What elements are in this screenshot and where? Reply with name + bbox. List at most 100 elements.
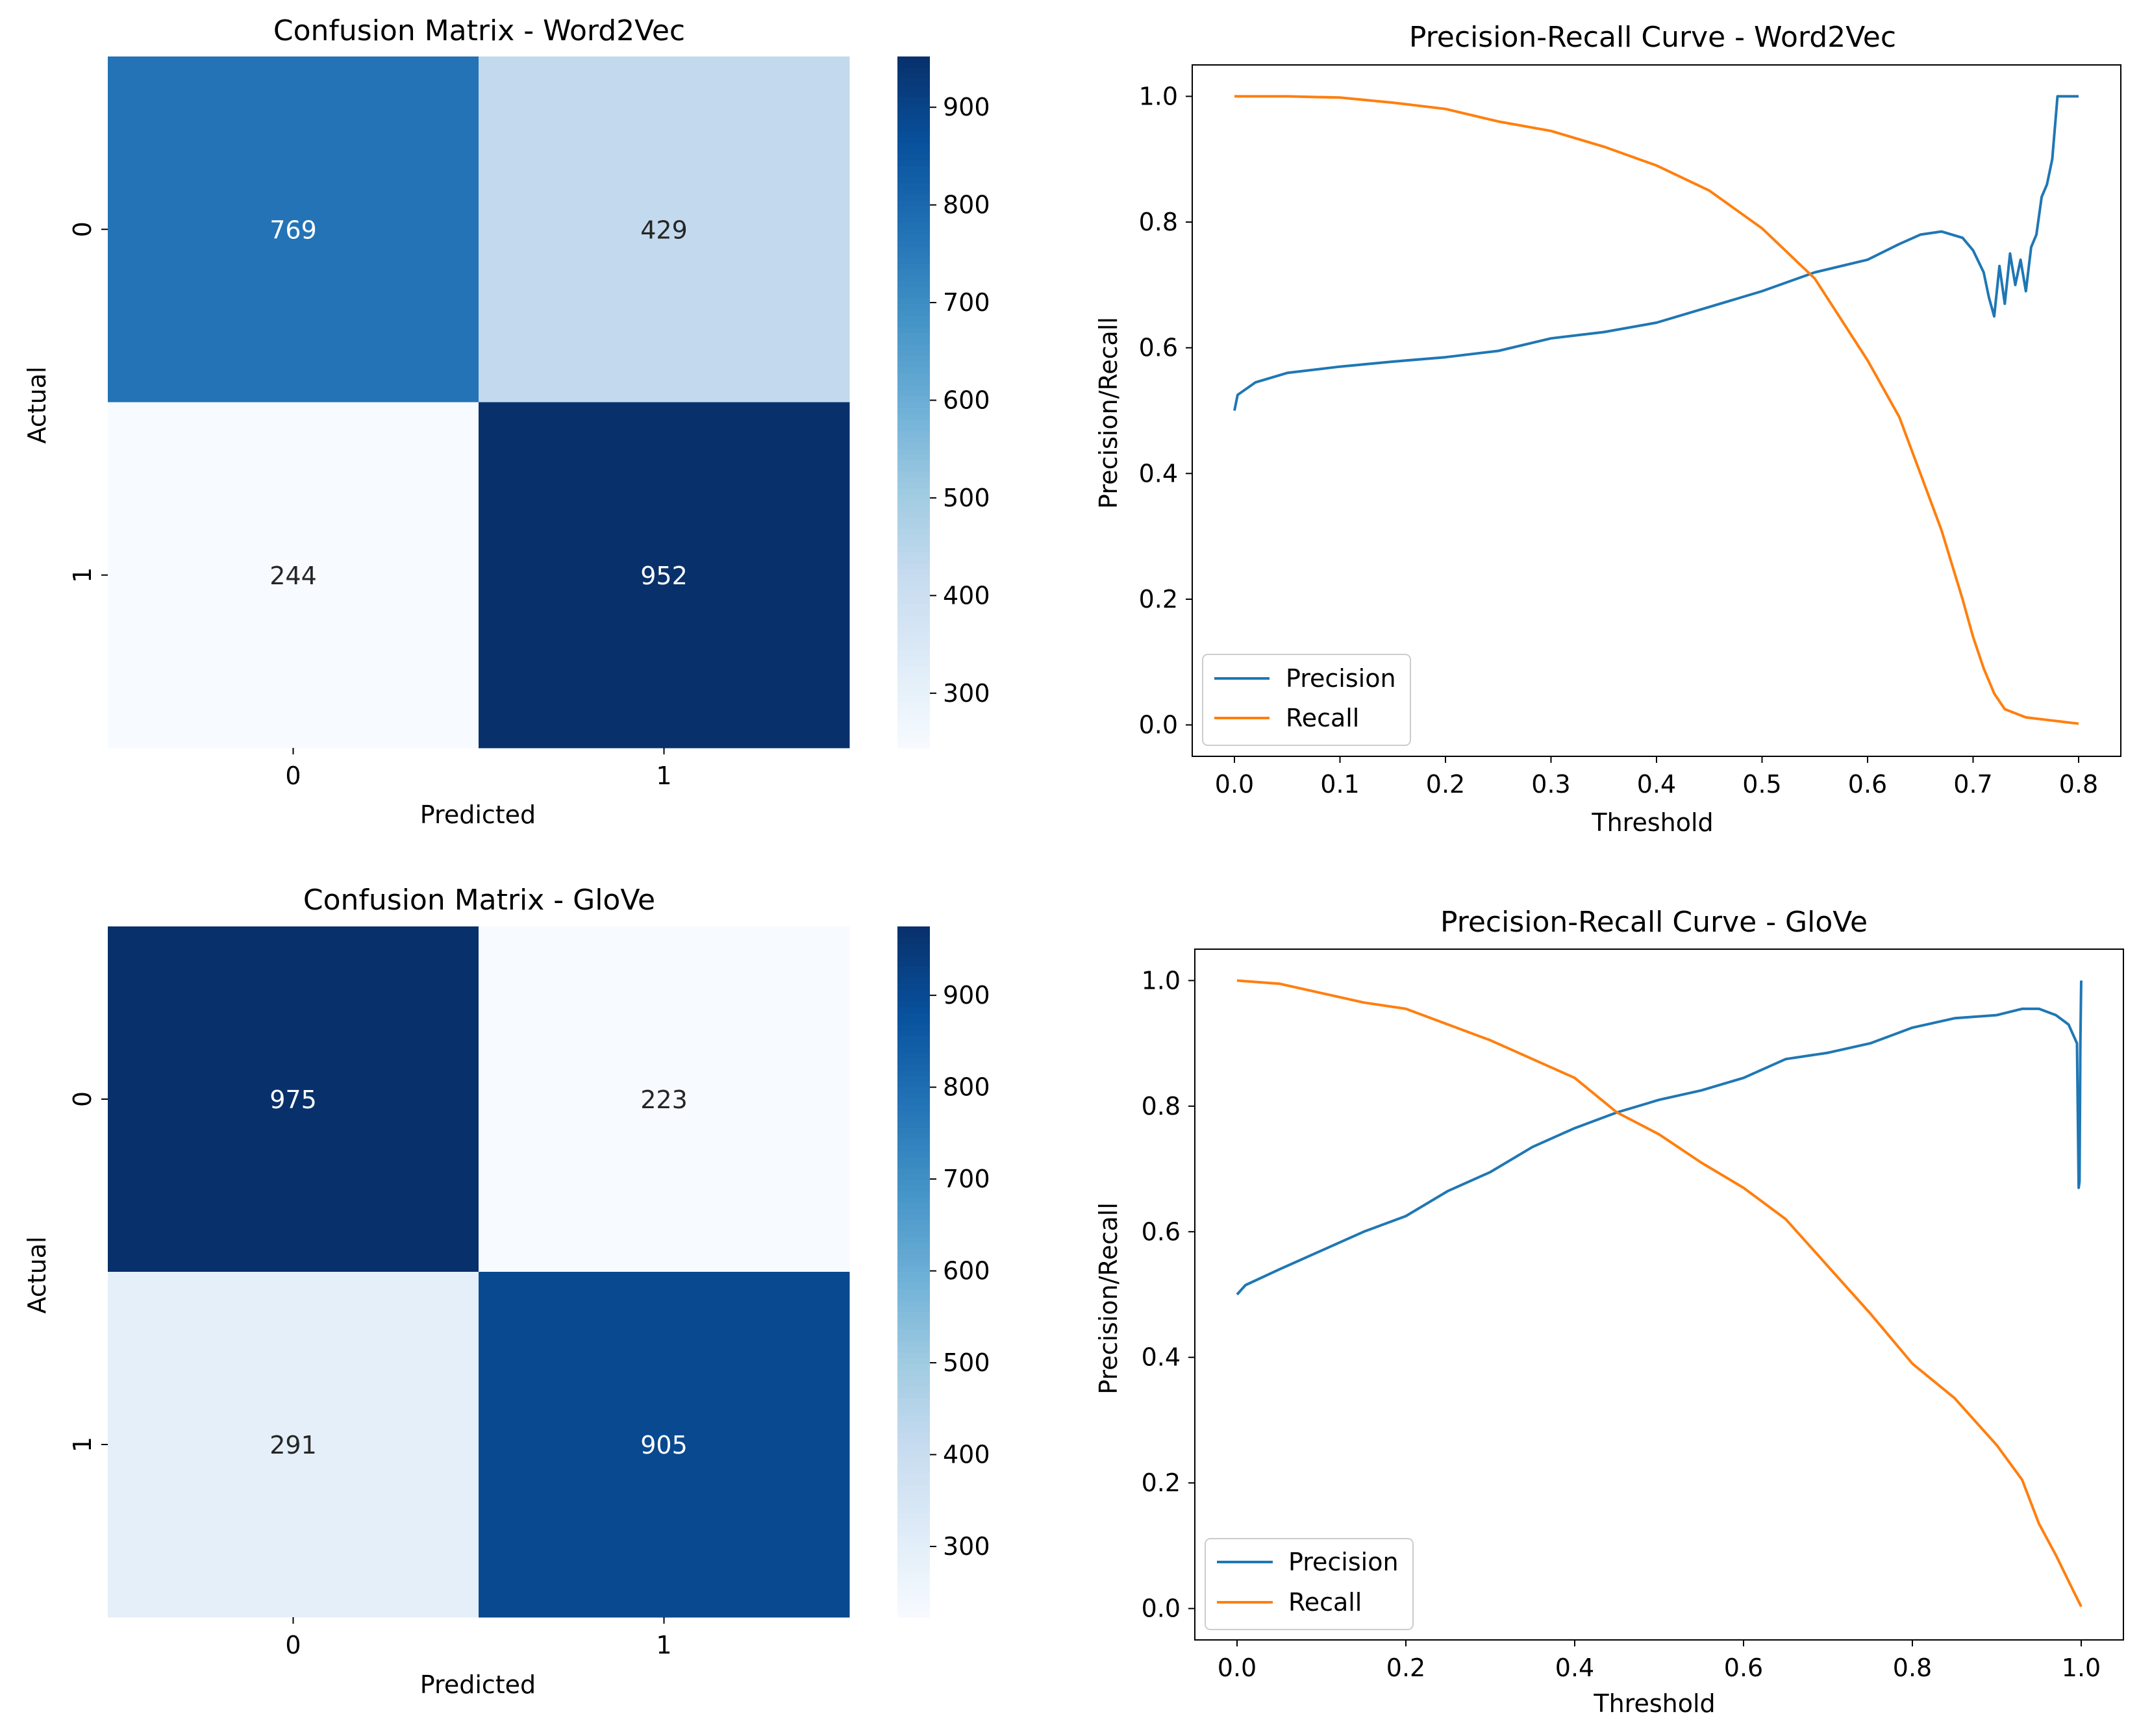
colorbar-segment: [897, 1041, 930, 1048]
colorbar-segment: [897, 1427, 930, 1433]
heatmap-cell: [108, 926, 479, 1272]
colorbar-segment: [897, 673, 930, 680]
colorbar-segment: [897, 730, 930, 737]
colorbar-segment: [897, 252, 930, 259]
colorbar-segment: [897, 926, 930, 933]
chart-title: Precision-Recall Curve - GloVe: [1440, 906, 1868, 939]
colorbar-segment: [897, 1611, 930, 1618]
colorbar-segment: [897, 1145, 930, 1152]
colorbar-segment: [897, 569, 930, 576]
colorbar-segment: [897, 454, 930, 460]
cell-value: 952: [640, 562, 688, 590]
y-axis-label: Precision/Recall: [1094, 317, 1123, 509]
y-tick-label: 0: [68, 1091, 97, 1107]
x-tick-label: 0.6: [1848, 770, 1887, 799]
colorbar-segment: [897, 56, 930, 63]
colorbar-segment: [897, 1317, 930, 1324]
colorbar-segment: [897, 1594, 930, 1600]
colorbar-segment: [897, 149, 930, 155]
colorbar-segment: [897, 1122, 930, 1128]
colorbar-segment: [897, 1375, 930, 1382]
x-tick-label: 0.8: [2059, 770, 2098, 799]
y-tick-label: 1: [68, 567, 97, 583]
colorbar-segment: [897, 650, 930, 656]
colorbar-segment: [897, 1128, 930, 1134]
colorbar-segment: [897, 736, 930, 743]
colorbar-segment: [897, 73, 930, 81]
x-axis-label: Threshold: [1591, 808, 1713, 837]
colorbar-segment: [897, 1421, 930, 1428]
heatmap-cell: [479, 1272, 850, 1618]
colorbar-segment: [897, 967, 930, 973]
colorbar-segment: [897, 932, 930, 939]
x-tick-label: 1: [656, 762, 671, 790]
colorbar-segment: [897, 644, 930, 651]
colorbar-segment: [897, 419, 930, 426]
y-tick-label: 0.8: [1142, 1092, 1181, 1121]
x-tick-label: 1: [656, 1631, 671, 1659]
colorbar-segment: [897, 68, 930, 75]
colorbar-segment: [897, 448, 930, 454]
colorbar-segment: [897, 1180, 930, 1186]
colorbar-segment: [897, 615, 930, 622]
colorbar-segment: [897, 1548, 930, 1555]
y-tick-label: 1.0: [1139, 82, 1178, 110]
colorbar-segment: [897, 269, 930, 276]
colorbar-segment: [897, 1341, 930, 1347]
colorbar-segment: [897, 1191, 930, 1198]
colorbar-segment: [897, 1363, 930, 1370]
colorbar-segment: [897, 166, 930, 173]
colorbar-segment: [897, 108, 930, 115]
x-tick-label: 0.6: [1724, 1654, 1763, 1682]
colorbar-tick-label: 800: [943, 1073, 990, 1102]
colorbar-segment: [897, 1202, 930, 1209]
legend-recall-label: Recall: [1286, 704, 1359, 732]
colorbar-segment: [897, 1139, 930, 1146]
y-axis-label: Precision/Recall: [1094, 1202, 1123, 1395]
heatmap-cell: [479, 926, 850, 1272]
heatmap-cell: [479, 56, 850, 403]
confusion-matrix-word2vec: Confusion Matrix - Word2Vec 769 429 244 952…: [23, 14, 990, 829]
cell-value: 975: [269, 1085, 317, 1114]
colorbar-segment: [897, 119, 930, 127]
chart-title: Confusion Matrix - Word2Vec: [273, 14, 685, 47]
colorbar-segment: [897, 1531, 930, 1537]
x-tick-label: 0: [285, 762, 301, 790]
colorbar-segment: [897, 632, 930, 639]
colorbar-segment: [897, 1513, 930, 1520]
colorbar-segment: [897, 1306, 930, 1313]
colorbar-segment: [897, 1312, 930, 1319]
colorbar-segment: [897, 1295, 930, 1301]
colorbar-segment: [897, 667, 930, 674]
colorbar-segment: [897, 690, 930, 697]
cell-value: 291: [269, 1431, 317, 1459]
colorbar-segment: [897, 1168, 930, 1174]
chart-title: Precision-Recall Curve - Word2Vec: [1409, 21, 1896, 54]
colorbar-segment: [897, 62, 930, 69]
colorbar-segment: [897, 1565, 930, 1572]
colorbar-segment: [897, 425, 930, 432]
heatmap-cell: [108, 1272, 479, 1618]
colorbar-segment: [897, 1214, 930, 1221]
x-tick-label: 0.0: [1215, 770, 1254, 799]
colorbar-segment: [897, 287, 930, 293]
colorbar-segment: [897, 1358, 930, 1365]
y-tick-label: 0.0: [1139, 711, 1178, 739]
colorbar-segment: [897, 1277, 930, 1284]
x-tick-label: 0.2: [1426, 770, 1465, 799]
colorbar-segment: [897, 1030, 930, 1037]
colorbar-segment: [897, 713, 930, 720]
colorbar-segment: [897, 1162, 930, 1169]
colorbar-segment: [897, 1156, 930, 1163]
colorbar-segment: [897, 626, 930, 634]
y-tick-label: 1.0: [1142, 966, 1181, 995]
colorbar-tick-label: 700: [943, 1165, 990, 1193]
colorbar-segment: [897, 356, 930, 362]
colorbar-segment: [897, 995, 930, 1002]
colorbar-segment: [897, 1174, 930, 1180]
x-tick-label: 0.4: [1555, 1654, 1594, 1682]
colorbar-segment: [897, 171, 930, 178]
colorbar-segment: [897, 1220, 930, 1226]
colorbar-segment: [897, 500, 930, 506]
heatmap-cell: [108, 56, 479, 403]
